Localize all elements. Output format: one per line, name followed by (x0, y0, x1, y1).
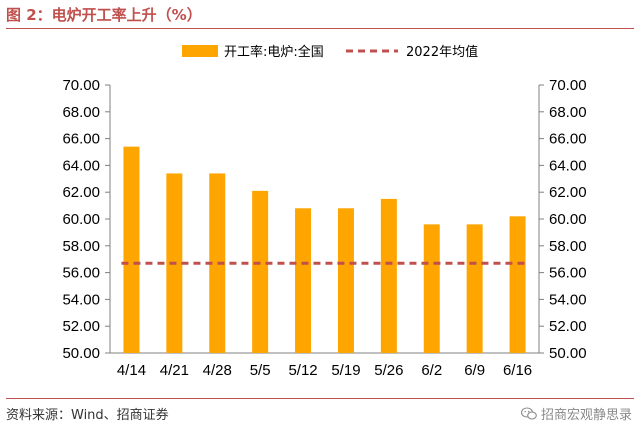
y-tick-label-right: 66.00 (549, 131, 587, 148)
y-ticks-left: 50.00 52.00 54.00 56.00 58.00 60.00 62.00 64.00… (62, 77, 110, 362)
x-tick-label: 6/16 (503, 362, 532, 379)
source-rule (6, 398, 634, 399)
source-note: 资料来源：Wind、招商证券 (6, 408, 169, 423)
bar (295, 208, 312, 353)
x-ticks: 4/14 4/21 4/28 5/5 5/12 5/19 5/26 6/2 6/9 6/16 (117, 362, 532, 379)
y-ticks-right: 50.00 52.00 54.00 56.00 58.00 60.00 62.00 64.00… (539, 77, 587, 362)
x-tick-label: 5/19 (331, 362, 360, 379)
y-tick-label-left: 66.00 (62, 131, 100, 148)
x-tick-label: 4/28 (203, 362, 232, 379)
y-tick-label-left: 70.00 (62, 77, 100, 94)
figure-title: 图 2：电炉开工率上升（%） (6, 6, 202, 24)
bar (337, 208, 354, 353)
y-tick-label-right: 60.00 (549, 211, 587, 228)
x-tick-label: 6/2 (421, 362, 442, 379)
y-tick-label-left: 62.00 (62, 184, 100, 201)
y-tick-label-left: 50.00 (62, 345, 100, 362)
legend-label-bar: 开工率:电炉:全国 (224, 44, 324, 60)
bar (423, 224, 440, 353)
y-tick-label-right: 58.00 (549, 238, 587, 255)
y-tick-label-left: 58.00 (62, 238, 100, 255)
x-tick-label: 5/12 (288, 362, 317, 379)
x-tick-label: 6/9 (464, 362, 485, 379)
y-tick-label-left: 60.00 (62, 211, 100, 228)
x-tick-label: 5/26 (374, 362, 403, 379)
bar (509, 216, 526, 353)
bar (380, 198, 397, 353)
y-tick-label-right: 54.00 (549, 291, 587, 308)
y-tick-label-right: 64.00 (549, 157, 587, 174)
x-tick-label: 4/14 (117, 362, 146, 379)
bar (252, 190, 269, 353)
y-tick-label-right: 52.00 (549, 318, 587, 335)
y-tick-label-left: 68.00 (62, 104, 100, 121)
y-tick-label-left: 56.00 (62, 265, 100, 282)
x-tick-label: 4/21 (160, 362, 189, 379)
chart: 开工率:电炉:全国 2022年均值 50.00 52.00 54.00 56.00 58… (62, 44, 587, 379)
bar (466, 224, 483, 353)
title-rule (6, 28, 634, 29)
bar (209, 173, 226, 353)
y-tick-label-right: 68.00 (549, 104, 587, 121)
brand: 招商宏观静思录 (520, 404, 632, 423)
legend-label-line: 2022年均值 (406, 44, 478, 60)
bar (123, 146, 140, 353)
y-tick-label-left: 52.00 (62, 318, 100, 335)
wechat-icon (520, 407, 537, 420)
y-tick-label-left: 64.00 (62, 157, 100, 174)
y-tick-label-right: 70.00 (549, 77, 587, 94)
y-tick-label-right: 56.00 (549, 265, 587, 282)
legend-swatch-bar (182, 45, 218, 57)
legend: 开工率:电炉:全国 2022年均值 (182, 44, 478, 60)
x-tick-label: 5/5 (250, 362, 271, 379)
brand-name: 招商宏观静思录 (540, 408, 632, 423)
y-tick-label-left: 54.00 (62, 291, 100, 308)
y-tick-label-right: 50.00 (549, 345, 587, 362)
y-tick-label-right: 62.00 (549, 184, 587, 201)
bars (123, 146, 526, 353)
